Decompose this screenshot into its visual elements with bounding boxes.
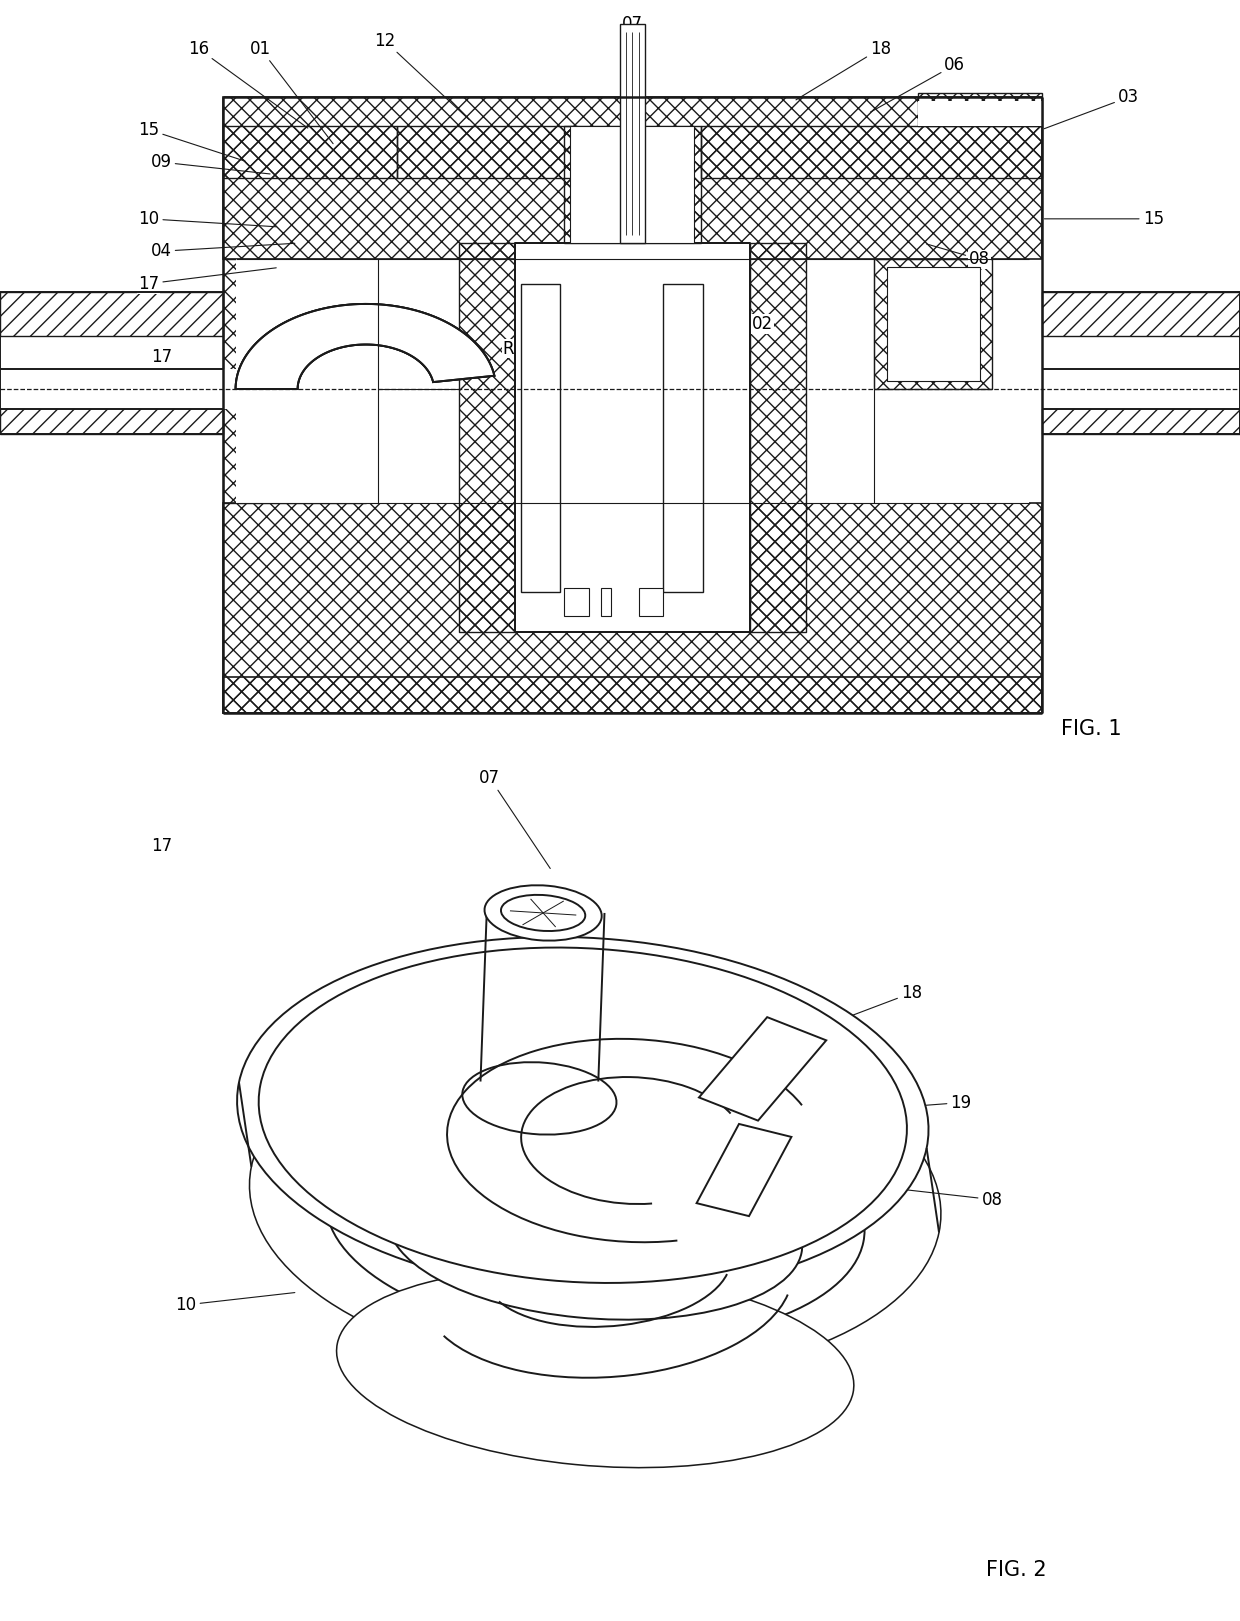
Ellipse shape [501, 895, 585, 930]
Bar [570, 126, 694, 243]
Bar [887, 267, 980, 381]
Bar [521, 284, 560, 592]
Text: 17: 17 [150, 347, 172, 366]
Bar [918, 92, 1042, 126]
Polygon shape [699, 1016, 826, 1120]
Ellipse shape [388, 1146, 802, 1319]
Ellipse shape [485, 885, 601, 940]
Text: 04: 04 [151, 242, 295, 261]
Bar [1042, 389, 1240, 434]
Text: FIG. 1: FIG. 1 [1061, 720, 1121, 739]
Text: 10: 10 [175, 1292, 295, 1315]
Bar [620, 24, 645, 243]
Polygon shape [236, 305, 495, 389]
Ellipse shape [336, 1269, 854, 1467]
Text: 01: 01 [249, 39, 334, 144]
Bar [459, 243, 515, 632]
Ellipse shape [326, 1091, 864, 1342]
Text: 07: 07 [622, 15, 642, 78]
Text: 08: 08 [883, 1187, 1002, 1209]
Bar [918, 101, 1042, 126]
Text: FIG. 2: FIG. 2 [987, 1561, 1047, 1580]
Bar [663, 284, 703, 592]
Text: 10: 10 [138, 209, 277, 229]
Bar [874, 259, 992, 389]
Ellipse shape [237, 937, 929, 1294]
Text: 15: 15 [1044, 209, 1164, 229]
Text: 06: 06 [870, 55, 965, 112]
Bar [639, 587, 663, 616]
Text: 17: 17 [138, 267, 277, 293]
Bar [223, 503, 1042, 713]
Bar [564, 126, 701, 243]
Text: 15: 15 [565, 352, 588, 383]
Text: 12: 12 [373, 31, 469, 120]
Polygon shape [236, 305, 495, 389]
Bar [1042, 292, 1240, 337]
Bar [0, 292, 223, 337]
Text: 03: 03 [1044, 88, 1140, 128]
Bar [223, 97, 1042, 259]
Bar [701, 126, 1042, 178]
Bar [236, 295, 397, 483]
Bar [0, 368, 236, 408]
Bar [223, 678, 1042, 713]
Bar [223, 126, 397, 178]
Bar [601, 587, 611, 616]
Text: 09: 09 [151, 152, 270, 173]
Text: 07: 07 [480, 768, 551, 869]
Text: 18: 18 [802, 984, 923, 1034]
Text: 20: 20 [640, 327, 662, 358]
Bar [223, 259, 366, 503]
Ellipse shape [249, 1021, 941, 1378]
Ellipse shape [463, 1062, 616, 1135]
Ellipse shape [259, 948, 906, 1282]
Bar [1029, 368, 1240, 408]
Text: 15: 15 [138, 120, 246, 160]
Text: 05: 05 [312, 308, 407, 334]
Polygon shape [697, 1123, 791, 1216]
Text: R: R [502, 327, 520, 358]
Text: 17: 17 [150, 836, 172, 854]
Bar [236, 259, 1029, 503]
Text: 02: 02 [745, 302, 774, 334]
Bar [515, 243, 750, 632]
Text: 19: 19 [852, 1094, 972, 1112]
Bar [397, 126, 577, 178]
Bar [750, 243, 806, 632]
Text: 13: 13 [888, 277, 916, 310]
Text: 08: 08 [926, 243, 990, 269]
Text: 16: 16 [187, 39, 308, 128]
Bar [564, 587, 589, 616]
Text: 18: 18 [796, 39, 892, 101]
Bar [0, 389, 223, 434]
